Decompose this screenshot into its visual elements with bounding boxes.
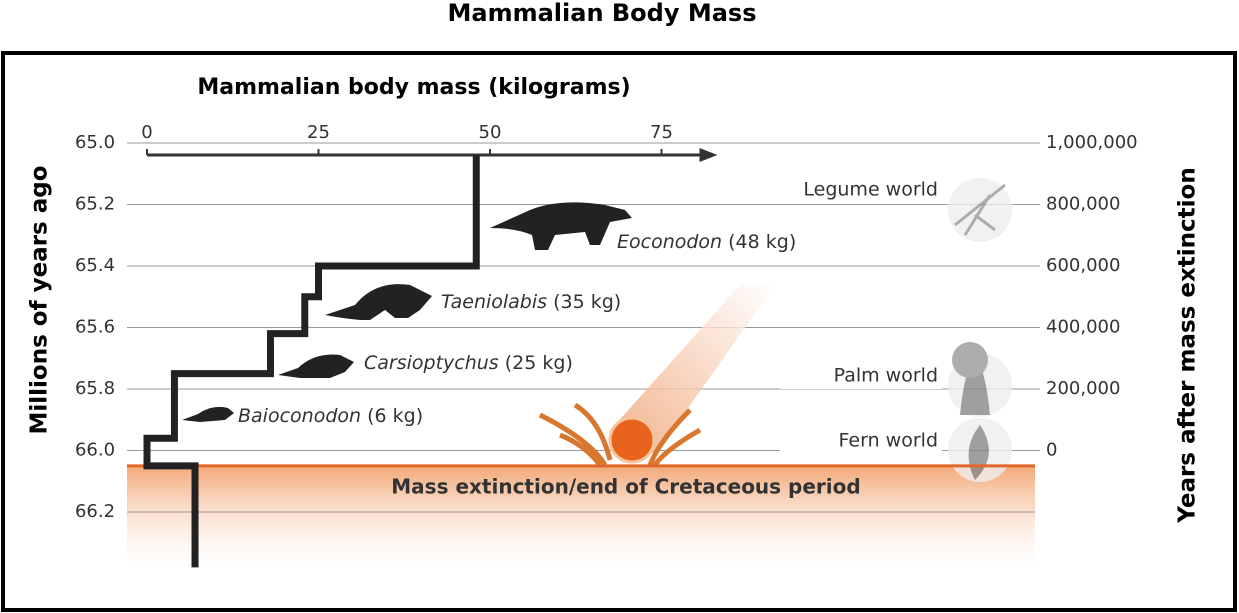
animal-label: Taeniolabis (35 kg) <box>441 291 621 313</box>
x-tick-label: 0 <box>141 122 152 143</box>
frame <box>1 51 1237 612</box>
extinction-band <box>127 466 1035 570</box>
step-line <box>143 155 480 568</box>
animal-mass: (25 kg) <box>505 352 573 374</box>
x-axis-title: Mammalian body mass (kilograms) <box>197 75 630 100</box>
world-label: Legume world <box>803 179 938 201</box>
x-axis-arrow <box>699 148 718 162</box>
y-axis-title: Millions of years ago <box>27 165 53 434</box>
animal-label: Eoconodon (48 kg) <box>617 231 796 253</box>
animal-label: Carsioptychus (25 kg) <box>364 352 573 374</box>
y2-tick-label: 0 <box>1046 440 1057 461</box>
animal-name: Carsioptychus <box>364 352 499 374</box>
animal-name: Baioconodon <box>238 405 361 427</box>
extinction-label: Mass extinction/end of Cretaceous period <box>391 474 860 498</box>
chart-title: Mammalian Body Mass <box>448 0 757 27</box>
label-bg <box>780 177 942 203</box>
y2-tick-label: 600,000 <box>1046 255 1120 276</box>
animal-mass: (6 kg) <box>367 405 423 427</box>
y-tick-label: 65.2 <box>75 194 115 215</box>
animal-name: Eoconodon <box>617 231 722 253</box>
animal-mass: (48 kg) <box>728 231 796 253</box>
y-tick-label: 65.4 <box>75 255 115 276</box>
label-bg <box>780 428 942 454</box>
y-tick-label: 65.6 <box>75 317 115 338</box>
world-label: Fern world <box>839 430 938 452</box>
silhouettes <box>182 202 632 422</box>
meteor <box>538 285 775 467</box>
animal-label: Baioconodon (6 kg) <box>238 405 423 427</box>
animal-mass: (35 kg) <box>553 291 621 313</box>
label-bg <box>780 363 942 389</box>
y2-tick-label: 200,000 <box>1046 378 1120 399</box>
y2-tick-label: 800,000 <box>1046 194 1120 215</box>
y2-axis-title: Years after mass extinction <box>1175 167 1201 523</box>
x-tick-label: 25 <box>307 122 330 143</box>
plant-icons <box>948 178 1012 482</box>
y-tick-label: 66.2 <box>75 501 115 522</box>
animal-name: Taeniolabis <box>441 291 547 313</box>
world-label: Palm world <box>834 365 938 387</box>
x-tick-label: 75 <box>650 122 673 143</box>
y2-tick-label: 400,000 <box>1046 317 1120 338</box>
y2-tick-label: 1,000,000 <box>1046 132 1138 153</box>
y-tick-label: 65.0 <box>75 132 115 153</box>
y-tick-label: 65.8 <box>75 378 115 399</box>
x-tick-label: 50 <box>479 122 502 143</box>
y-tick-label: 66.0 <box>75 440 115 461</box>
